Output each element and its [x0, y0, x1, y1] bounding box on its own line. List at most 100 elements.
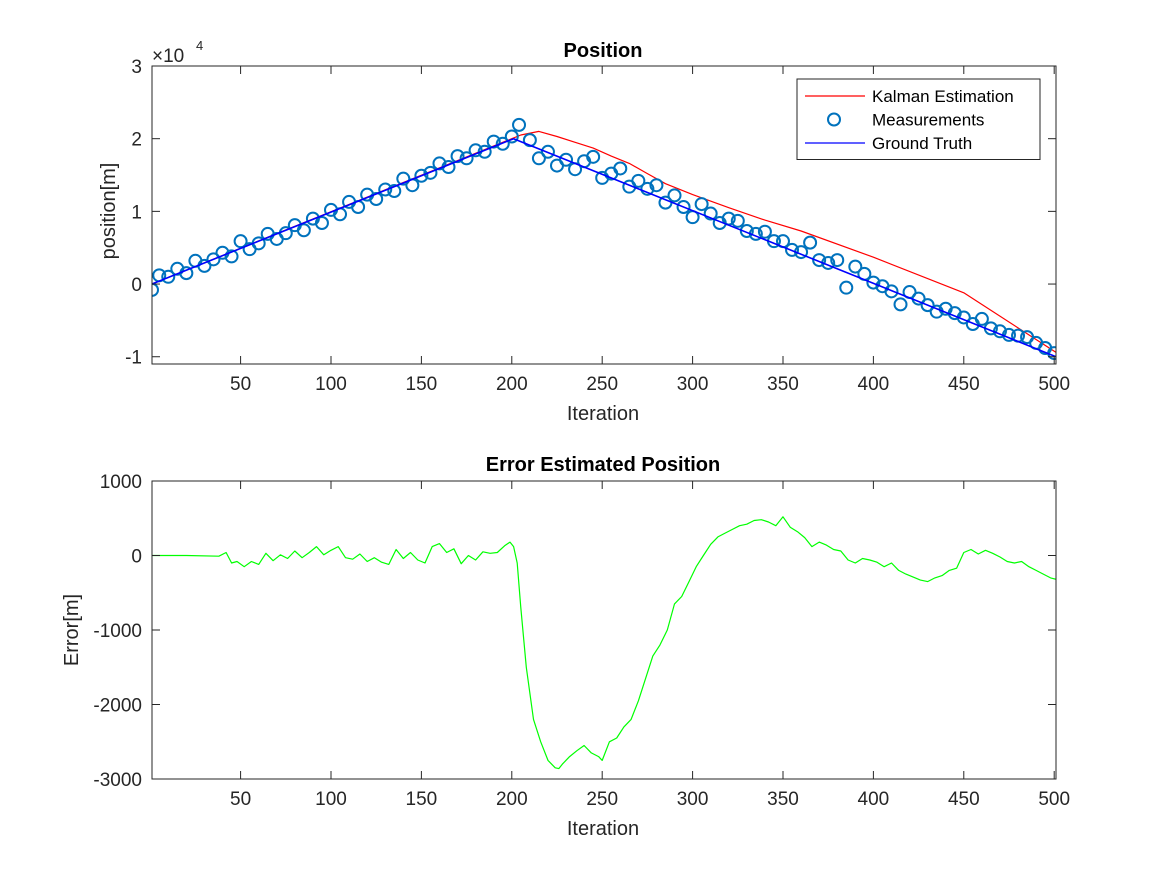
position-xtick-label: 500: [1038, 374, 1070, 395]
exponent-power: 4: [196, 38, 203, 53]
ground-truth-legend-label: Ground Truth: [872, 134, 972, 153]
error-ytick-label: -1000: [93, 621, 142, 642]
measurements-marker: [206, 252, 221, 267]
position-xtick-label: 300: [677, 374, 709, 395]
measurements-marker: [314, 215, 329, 230]
kalman-estimation-legend-label: Kalman Estimation: [872, 87, 1014, 106]
error-plot-area: [152, 481, 1056, 779]
error-ytick-label: 1000: [100, 472, 142, 493]
measurements-marker: [369, 192, 384, 207]
position-y-label: position[m]: [98, 163, 120, 260]
measurements-marker: [676, 200, 691, 215]
position-legend: Kalman Estimation Measurements Ground Trut…: [796, 78, 1041, 160]
position-legend-box: [796, 78, 1041, 160]
position-exponent-label: ×10 4: [152, 38, 203, 67]
measurements-marker: [974, 311, 989, 326]
measurements-marker: [504, 129, 519, 144]
measurements-legend-label: Measurements: [872, 111, 984, 130]
error-axes: Error Estimated Position Error[m] Iterat…: [61, 454, 1070, 840]
measurements-marker: [486, 134, 501, 149]
measurements-marker: [649, 178, 664, 193]
position-data-layer: [152, 117, 1056, 361]
measurements-marker: [540, 144, 555, 159]
measurements-marker: [495, 136, 510, 151]
error-xtick-label: 450: [948, 789, 980, 810]
measurements-marker: [803, 235, 818, 250]
measurements-marker: [233, 234, 248, 249]
measurements-marker: [531, 151, 546, 166]
position-xtick-label: 350: [767, 374, 799, 395]
position-ytick-label: 1: [131, 202, 142, 223]
error-data-layer: [152, 516, 1056, 770]
measurements-marker: [730, 213, 745, 228]
measurements-marker: [785, 242, 800, 257]
position-xtick-label: 450: [948, 374, 980, 395]
measurements-marker: [920, 298, 935, 313]
position-x-label: Iteration: [567, 403, 639, 425]
measurements-marker: [378, 182, 393, 197]
error-xtick-label: 100: [315, 789, 347, 810]
exponent-base: ×10: [152, 46, 184, 67]
error-xtick-label: 300: [677, 789, 709, 810]
measurements-marker: [703, 206, 718, 221]
error-ytick-label: 0: [131, 547, 142, 568]
position-ytick-label: 2: [131, 130, 142, 151]
ground-truth-line: [152, 137, 1056, 358]
measurements-marker: [414, 168, 429, 183]
error-ytick-label: -3000: [93, 770, 142, 791]
measurements-legend-swatch: [827, 112, 841, 127]
position-ytick-label: 0: [131, 275, 142, 296]
measurements-marker: [631, 173, 646, 188]
error-title: Error Estimated Position: [486, 454, 721, 476]
measurements-marker: [667, 188, 682, 203]
measurements-marker: [450, 149, 465, 164]
position-axes: Position position[m] Iteration ×10 4 50 1…: [98, 38, 1070, 425]
measurements-marker: [161, 269, 176, 284]
measurements-marker: [459, 151, 474, 166]
measurements-marker: [812, 253, 827, 268]
measurements-marker: [739, 223, 754, 238]
position-xtick-label: 400: [858, 374, 890, 395]
measurements-marker: [830, 253, 845, 268]
position-xtick-label: 250: [586, 374, 618, 395]
position-xtick-label: 150: [406, 374, 438, 395]
kalman-estimation-line: [152, 130, 1056, 353]
error-xtick-label: 400: [858, 789, 890, 810]
position-xtick-label: 50: [230, 374, 251, 395]
error-line: [152, 516, 1056, 770]
position-xtick-label: 200: [496, 374, 528, 395]
measurements-marker: [884, 284, 899, 299]
measurements-marker: [522, 133, 537, 148]
measurements-marker: [468, 143, 483, 158]
measurements-marker: [559, 152, 574, 167]
measurements-marker: [477, 144, 492, 159]
error-xtick-label: 500: [1038, 789, 1070, 810]
measurements-marker: [640, 181, 655, 196]
error-xtick-label: 350: [767, 789, 799, 810]
measurements-marker: [224, 249, 239, 264]
error-xtick-label: 250: [586, 789, 618, 810]
measurements-marker: [757, 224, 772, 239]
measurements-marker: [866, 275, 881, 290]
position-frame: [151, 65, 1057, 365]
measurements-marker: [296, 223, 311, 238]
measurements-marker: [893, 297, 908, 312]
position-ytick-label: -1: [125, 348, 142, 369]
position-ytick-label: 3: [131, 57, 142, 78]
error-xtick-label: 150: [406, 789, 438, 810]
measurements-marker: [586, 149, 601, 164]
measurements-marker: [387, 184, 402, 199]
measurements-marker: [839, 280, 854, 295]
error-xtick-label: 50: [230, 789, 251, 810]
error-x-label: Iteration: [567, 818, 639, 840]
error-xtick-label: 200: [496, 789, 528, 810]
error-ytick-label: -2000: [93, 696, 142, 717]
measurements-marker: [432, 156, 447, 171]
measurements-marker: [512, 117, 527, 132]
measurements-marker: [694, 197, 709, 212]
measurements-marker: [152, 282, 159, 297]
measurements-marker: [848, 259, 863, 274]
measurements-marker: [396, 171, 411, 186]
error-y-label: Error[m]: [61, 594, 83, 666]
